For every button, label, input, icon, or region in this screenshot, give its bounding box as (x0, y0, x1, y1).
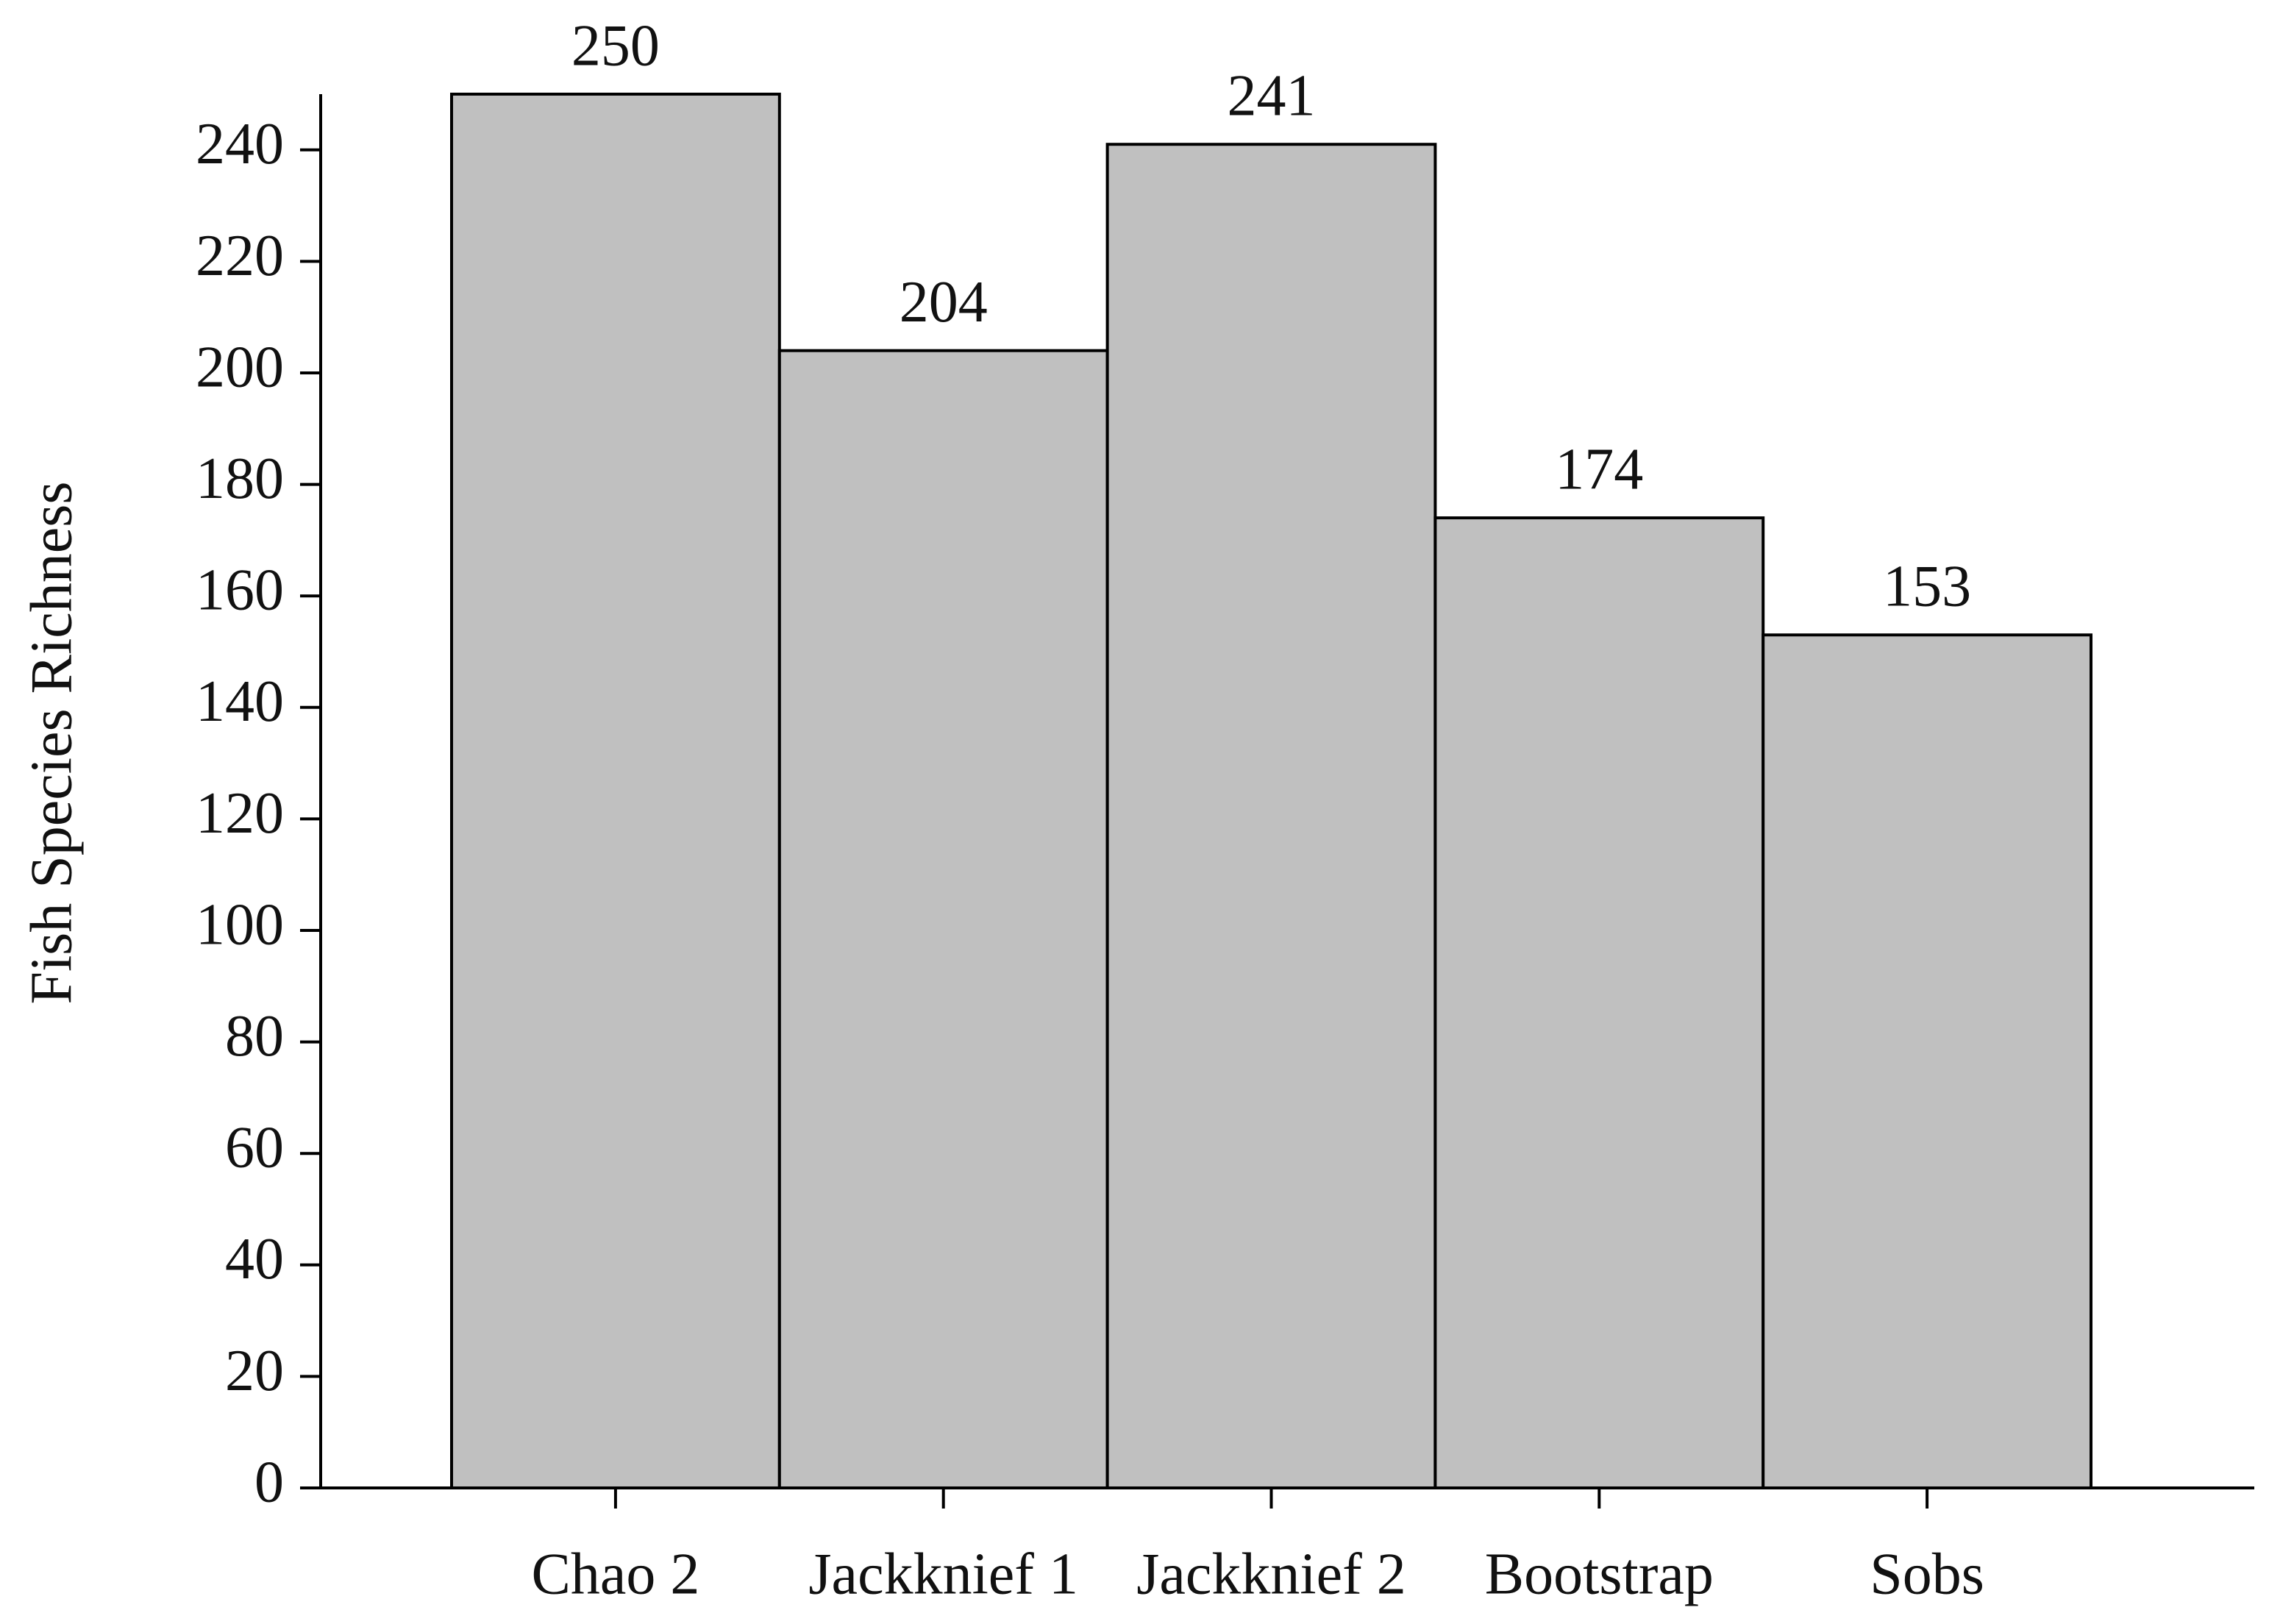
y-tick-label: 20 (225, 1339, 284, 1403)
value-label: 241 (1228, 64, 1316, 129)
y-tick-label: 40 (225, 1227, 284, 1292)
value-label: 250 (571, 13, 660, 78)
y-tick-label: 200 (196, 335, 284, 399)
x-tick-label: Bootstrap (1485, 1542, 1714, 1606)
y-axis-label: Fish Species Richness (19, 481, 84, 1004)
y-tick-label: 220 (196, 224, 284, 288)
x-tick-label: Jackknief 2 (1136, 1542, 1406, 1606)
y-tick-label: 0 (254, 1450, 284, 1514)
y-tick-label: 100 (196, 892, 284, 957)
value-label: 153 (1883, 555, 1971, 619)
x-tick-label: Jackknief 1 (808, 1542, 1078, 1606)
bar (777, 349, 1109, 1489)
y-tick-label: 60 (225, 1116, 284, 1180)
bar (1762, 633, 2092, 1489)
y-tick-label: 160 (196, 558, 284, 623)
value-label: 204 (900, 270, 988, 335)
value-label: 174 (1555, 437, 1643, 502)
x-tick-label: Sobs (1870, 1542, 1984, 1606)
y-tick-label: 180 (196, 446, 284, 511)
bar (1433, 516, 1765, 1490)
y-tick-label: 240 (196, 112, 284, 177)
y-tick-label: 80 (225, 1004, 284, 1069)
x-tick-label: Chao 2 (531, 1542, 699, 1606)
bar (1105, 143, 1437, 1490)
y-tick-label: 140 (196, 669, 284, 734)
bar (450, 93, 781, 1489)
y-tick-label: 120 (196, 781, 284, 846)
